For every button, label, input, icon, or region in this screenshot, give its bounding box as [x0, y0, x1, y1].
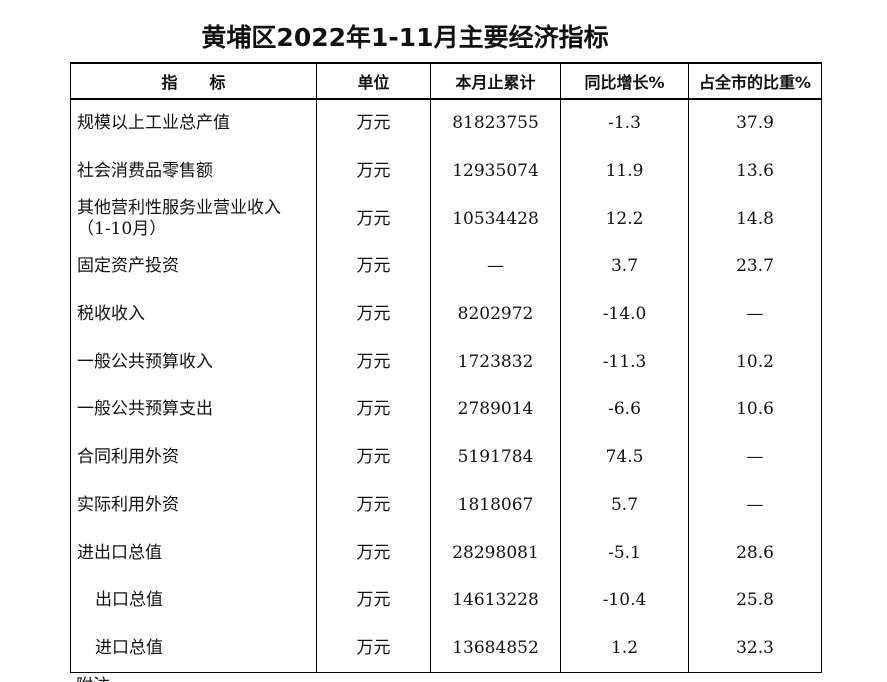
value-cell: 25.8 — [688, 576, 822, 625]
header-cell: 占全市的比重% — [688, 62, 822, 100]
value-cell: 万元 — [316, 576, 431, 625]
table-row: 规模以上工业总产值 万元 81823755 -1.3 37.9 — [70, 99, 822, 148]
indicator-cell: 实际利用外资 — [70, 481, 317, 530]
indicator-cell: 合同利用外资 — [70, 433, 317, 482]
value-cell: 2789014 — [430, 386, 561, 434]
indicator-cell: 进口总值 — [70, 624, 317, 674]
table-row: 合同利用外资 万元 5191784 74.5— — [70, 433, 822, 482]
value-cell: -1.3 — [560, 99, 689, 148]
value-cell: 万元 — [316, 243, 431, 291]
table-row: 实际利用外资 万元 1818067 5.7— — [70, 481, 822, 530]
value-cell: 万元 — [316, 481, 431, 530]
indicator-line: 进出口总值 — [77, 542, 162, 563]
value-cell: 1.2 — [560, 624, 689, 674]
value-cell: -10.4 — [560, 576, 689, 625]
header-row: 指 标单位 本月止累计 同比增长% 占全市的比重% — [70, 62, 822, 100]
indicator-line: （1-10月） — [77, 219, 167, 240]
value-cell: 万元 — [316, 147, 431, 196]
value-cell: — — [688, 433, 822, 482]
value-cell: 万元 — [316, 529, 431, 577]
value-cell: 万元 — [316, 99, 431, 148]
value-cell: 万元 — [316, 195, 431, 244]
indicator-cell: 进出口总值 — [70, 529, 317, 577]
value-cell: -11.3 — [560, 338, 689, 387]
value-cell: 万元 — [316, 386, 431, 434]
indicator-cell: 其他营利性服务业营业收入 （1-10月） — [70, 195, 317, 244]
header-cell: 本月止累计 — [430, 62, 561, 100]
footer-note: 附注 — [76, 671, 110, 682]
value-cell: 13.6 — [688, 147, 822, 196]
indicator-line: 其他营利性服务业营业收入 — [77, 198, 281, 219]
value-cell: 3.7 — [560, 243, 689, 291]
header-cell: 同比增长% — [560, 62, 689, 100]
value-cell: -14.0 — [560, 290, 689, 339]
value-cell: 28.6 — [688, 529, 822, 577]
value-cell: 万元 — [316, 290, 431, 339]
value-cell: 74.5 — [560, 433, 689, 482]
value-cell: 11.9 — [560, 147, 689, 196]
header-cell: 单位 — [316, 62, 431, 100]
indicator-cell: 税收收入 — [70, 290, 317, 339]
value-cell: 1818067 — [430, 481, 561, 530]
value-cell: 14.8 — [688, 195, 822, 244]
value-cell: 13684852 — [430, 624, 561, 674]
value-cell: 14613228 — [430, 576, 561, 625]
table-row: 进出口总值 万元 28298081 -5.1 28.6 — [70, 529, 822, 577]
indicator-line: 实际利用外资 — [77, 494, 179, 515]
value-cell: 10.2 — [688, 338, 822, 387]
header-cell: 指 标 — [70, 62, 317, 100]
indicator-cell: 规模以上工业总产值 — [70, 99, 317, 148]
indicator-cell: 出口总值 — [70, 576, 317, 625]
table-row: 社会消费品零售额 万元 12935074 11.9 13.6 — [70, 147, 822, 196]
table-row: 其他营利性服务业营业收入 （1-10月） 万元 10534428 12.2 14.8 — [70, 195, 822, 244]
indicator-line: 进口总值 — [95, 637, 163, 658]
value-cell: -5.1 — [560, 529, 689, 577]
indicator-cell: 一般公共预算支出 — [70, 386, 317, 434]
value-cell: 23.7 — [688, 243, 822, 291]
indicator-line: 固定资产投资 — [77, 256, 179, 277]
value-cell: 37.9 — [688, 99, 822, 148]
indicator-line: 一般公共预算支出 — [77, 399, 213, 420]
value-cell: 万元 — [316, 433, 431, 482]
value-cell: 28298081 — [430, 529, 561, 577]
value-cell: 12.2 — [560, 195, 689, 244]
table-row: 出口总值 万元 14613228 -10.4 25.8 — [70, 576, 822, 625]
value-cell: 10534428 — [430, 195, 561, 244]
value-cell: 32.3 — [688, 624, 822, 674]
indicator-line: 合同利用外资 — [77, 447, 179, 468]
table-row: 固定资产投资 万元 —3.7 23.7 — [70, 243, 822, 291]
table-row: 税收收入 万元 8202972 -14.0— — [70, 290, 822, 339]
value-cell: -6.6 — [560, 386, 689, 434]
indicator-line: 一般公共预算收入 — [77, 351, 213, 372]
value-cell: 万元 — [316, 624, 431, 674]
value-cell: — — [430, 243, 561, 291]
indicator-line: 出口总值 — [95, 590, 163, 611]
value-cell: 5.7 — [560, 481, 689, 530]
indicator-cell: 固定资产投资 — [70, 243, 317, 291]
indicator-line: 税收收入 — [77, 304, 145, 325]
value-cell: 5191784 — [430, 433, 561, 482]
indicator-line: 社会消费品零售额 — [77, 161, 213, 182]
table-row: 进口总值 万元 13684852 1.2 32.3 — [70, 624, 822, 674]
title: 黄埔区2022年1-11月主要经济指标 — [201, 23, 609, 52]
indicator-table: 指 标单位 本月止累计 同比增长% 占全市的比重% 规模以上工业总产值 万元 818237… — [70, 62, 822, 674]
value-cell: 8202972 — [430, 290, 561, 339]
value-cell: — — [688, 481, 822, 530]
indicator-cell: 一般公共预算收入 — [70, 338, 317, 387]
value-cell: — — [688, 290, 822, 339]
value-cell: 10.6 — [688, 386, 822, 434]
value-cell: 12935074 — [430, 147, 561, 196]
table-row: 一般公共预算支出 万元 2789014 -6.6 10.6 — [70, 386, 822, 434]
indicator-line: 规模以上工业总产值 — [77, 113, 230, 134]
indicator-cell: 社会消费品零售额 — [70, 147, 317, 196]
value-cell: 万元 — [316, 338, 431, 387]
table-row: 一般公共预算收入 万元 1723832 -11.3 10.2 — [70, 338, 822, 387]
value-cell: 81823755 — [430, 99, 561, 148]
value-cell: 1723832 — [430, 338, 561, 387]
